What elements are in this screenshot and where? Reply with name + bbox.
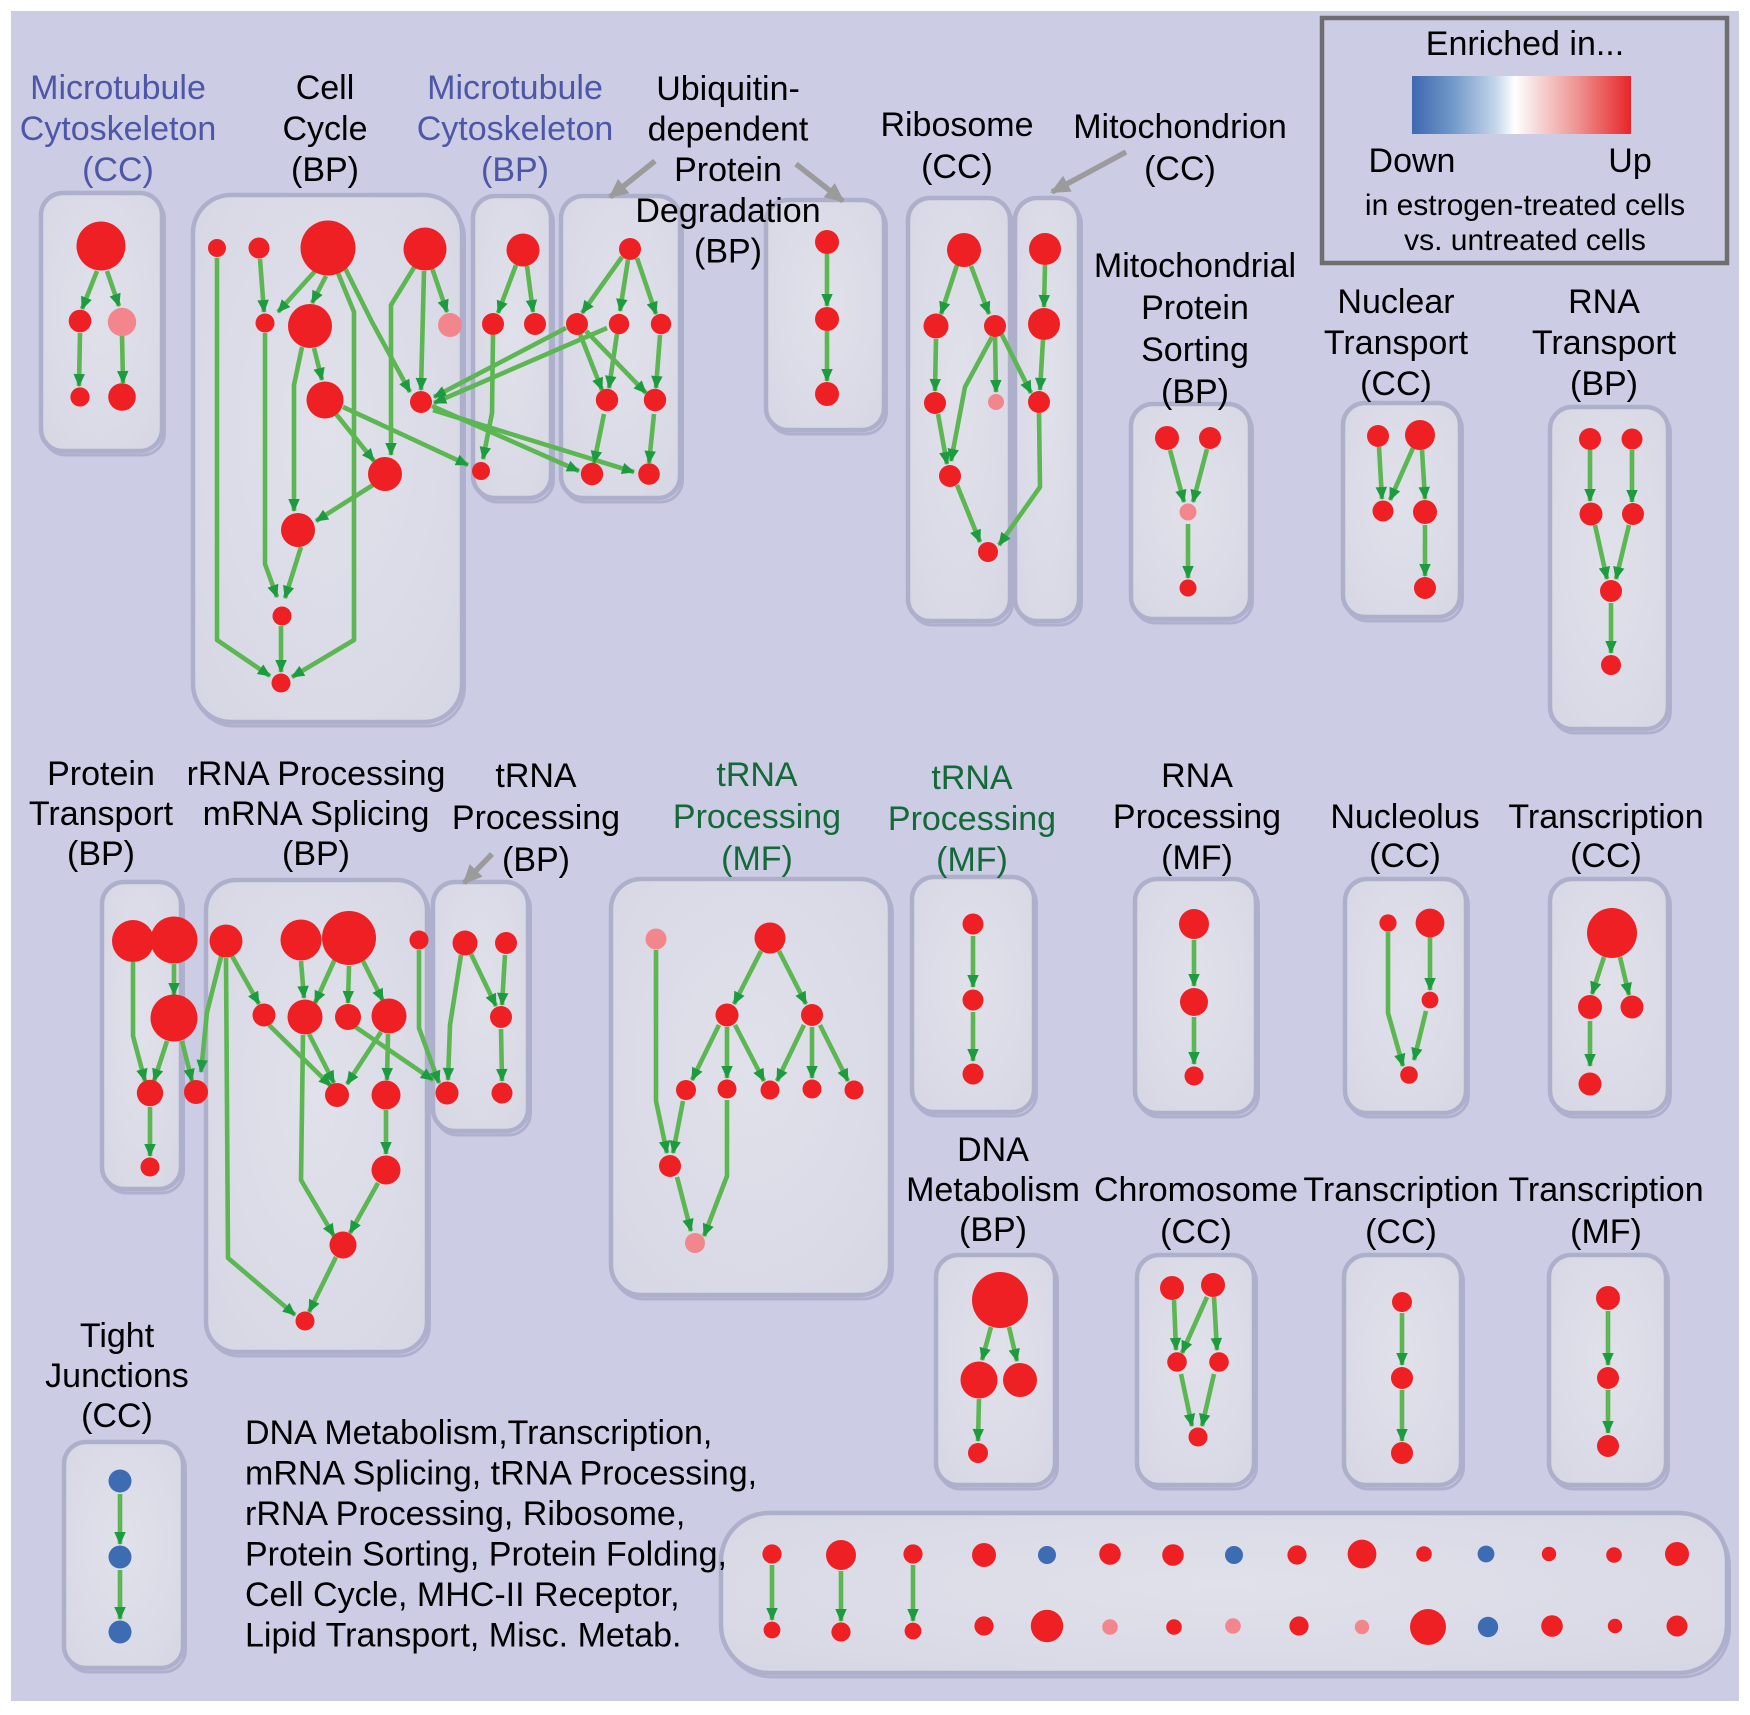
svg-text:(CC): (CC) bbox=[82, 151, 154, 189]
svg-text:(BP): (BP) bbox=[694, 232, 762, 270]
svg-text:(CC): (CC) bbox=[921, 148, 993, 186]
svg-text:Tight: Tight bbox=[80, 1317, 155, 1355]
svg-text:tRNA: tRNA bbox=[716, 756, 798, 794]
svg-text:Cell Cycle, MHC-II Receptor,: Cell Cycle, MHC-II Receptor, bbox=[245, 1576, 680, 1614]
svg-text:Mitochondrion: Mitochondrion bbox=[1073, 108, 1287, 146]
svg-text:Sorting: Sorting bbox=[1141, 331, 1249, 369]
svg-text:(BP): (BP) bbox=[67, 835, 135, 873]
svg-text:RNA: RNA bbox=[1568, 283, 1640, 321]
svg-text:(MF): (MF) bbox=[1570, 1213, 1642, 1251]
svg-text:(CC): (CC) bbox=[1360, 365, 1432, 403]
svg-text:Microtubule: Microtubule bbox=[427, 69, 603, 107]
svg-text:Protein: Protein bbox=[1141, 289, 1249, 327]
svg-text:Processing: Processing bbox=[673, 798, 841, 836]
svg-text:Processing: Processing bbox=[888, 800, 1056, 838]
svg-text:Enriched in...: Enriched in... bbox=[1426, 25, 1624, 63]
svg-text:rRNA Processing: rRNA Processing bbox=[187, 755, 446, 793]
svg-text:(BP): (BP) bbox=[1161, 373, 1229, 411]
svg-text:Cytoskeleton: Cytoskeleton bbox=[20, 110, 217, 148]
svg-text:Transcription: Transcription bbox=[1508, 1171, 1703, 1209]
svg-text:Chromosome: Chromosome bbox=[1094, 1171, 1298, 1209]
svg-text:mRNA Splicing: mRNA Splicing bbox=[203, 795, 430, 833]
svg-text:Protein: Protein bbox=[47, 755, 155, 793]
svg-text:Mitochondrial: Mitochondrial bbox=[1094, 247, 1296, 285]
svg-text:Nucleolus: Nucleolus bbox=[1330, 798, 1479, 836]
svg-text:Transport: Transport bbox=[29, 795, 174, 833]
svg-text:tRNA: tRNA bbox=[931, 759, 1013, 797]
svg-text:(CC): (CC) bbox=[1570, 837, 1642, 875]
svg-text:Nuclear: Nuclear bbox=[1337, 283, 1454, 321]
svg-text:Protein: Protein bbox=[674, 151, 782, 189]
svg-text:(CC): (CC) bbox=[1144, 150, 1216, 188]
svg-text:Degradation: Degradation bbox=[635, 192, 820, 230]
svg-text:dependent: dependent bbox=[648, 111, 809, 149]
svg-text:Processing: Processing bbox=[452, 799, 620, 837]
svg-text:(CC): (CC) bbox=[1160, 1213, 1232, 1251]
svg-text:(CC): (CC) bbox=[1365, 1213, 1437, 1251]
svg-text:Cytoskeleton: Cytoskeleton bbox=[417, 110, 614, 148]
svg-text:(BP): (BP) bbox=[1570, 365, 1638, 403]
svg-text:Junctions: Junctions bbox=[45, 1357, 189, 1395]
svg-text:Metabolism: Metabolism bbox=[906, 1171, 1080, 1209]
svg-text:mRNA Splicing, tRNA Processing: mRNA Splicing, tRNA Processing, bbox=[245, 1455, 757, 1493]
svg-text:Cell: Cell bbox=[296, 69, 355, 107]
svg-text:(BP): (BP) bbox=[481, 151, 549, 189]
svg-text:Transport: Transport bbox=[1324, 324, 1469, 362]
svg-text:Down: Down bbox=[1369, 142, 1456, 180]
svg-text:Processing: Processing bbox=[1113, 798, 1281, 836]
svg-text:Transcription: Transcription bbox=[1508, 798, 1703, 836]
svg-text:Ribosome: Ribosome bbox=[880, 106, 1033, 144]
svg-text:(BP): (BP) bbox=[291, 151, 359, 189]
svg-text:Lipid Transport, Misc. Metab.: Lipid Transport, Misc. Metab. bbox=[245, 1617, 682, 1655]
svg-text:(CC): (CC) bbox=[1369, 837, 1441, 875]
svg-text:Cycle: Cycle bbox=[282, 110, 367, 148]
svg-text:(BP): (BP) bbox=[959, 1211, 1027, 1249]
svg-text:tRNA: tRNA bbox=[495, 757, 577, 795]
svg-text:Transport: Transport bbox=[1532, 324, 1677, 362]
svg-text:RNA: RNA bbox=[1161, 757, 1233, 795]
svg-text:rRNA Processing, Ribosome,: rRNA Processing, Ribosome, bbox=[245, 1495, 685, 1533]
svg-text:Transcription: Transcription bbox=[1303, 1171, 1498, 1209]
svg-text:(MF): (MF) bbox=[1161, 839, 1233, 877]
svg-text:(MF): (MF) bbox=[936, 841, 1008, 879]
svg-text:Microtubule: Microtubule bbox=[30, 69, 206, 107]
svg-text:Up: Up bbox=[1608, 142, 1651, 180]
svg-text:Ubiquitin-: Ubiquitin- bbox=[656, 70, 800, 108]
svg-text:DNA Metabolism,Transcription,: DNA Metabolism,Transcription, bbox=[245, 1414, 712, 1452]
svg-text:vs. untreated cells: vs. untreated cells bbox=[1404, 224, 1646, 257]
svg-text:(BP): (BP) bbox=[502, 841, 570, 879]
svg-text:in estrogen-treated cells: in estrogen-treated cells bbox=[1365, 189, 1685, 222]
svg-text:Protein Sorting, Protein Foldi: Protein Sorting, Protein Folding, bbox=[245, 1536, 727, 1574]
svg-text:(CC): (CC) bbox=[81, 1397, 153, 1435]
svg-text:(BP): (BP) bbox=[282, 835, 350, 873]
svg-text:(MF): (MF) bbox=[721, 840, 793, 878]
svg-text:DNA: DNA bbox=[957, 1131, 1029, 1169]
